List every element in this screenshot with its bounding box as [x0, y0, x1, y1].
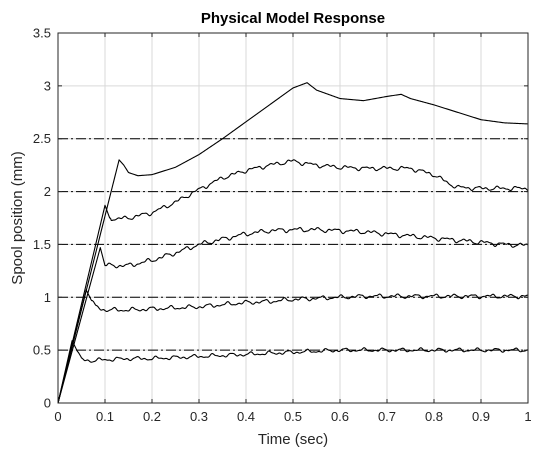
series-line-4	[57, 159, 529, 404]
series-line-5	[57, 82, 529, 404]
chart-title: Physical Model Response	[201, 10, 385, 27]
y-tick-label: 0.5	[33, 343, 51, 358]
y-tick-label: 2	[44, 184, 51, 199]
y-tick-label: 3.5	[33, 26, 51, 41]
x-tick-label: 0.2	[143, 409, 161, 424]
y-axis-label: Spool position (mm)	[9, 151, 26, 284]
series-line-1	[57, 340, 529, 404]
x-tick-label: 0.7	[378, 409, 396, 424]
y-tick-label: 0	[44, 396, 51, 411]
y-tick-label: 2.5	[33, 131, 51, 146]
x-tick-label: 0.5	[284, 409, 302, 424]
y-tick-label: 1.5	[33, 237, 51, 252]
ticks: 0 0.1 0.2 0.3 0.4 0.5 0.6 0.7 0.8 0.9 1 0 0.5 1 1.5 2 2.…	[33, 26, 532, 425]
y-tick-label: 3	[44, 78, 51, 93]
x-tick-label: 0.1	[96, 409, 114, 424]
x-axis-label: Time (sec)	[258, 431, 328, 448]
series-group	[57, 82, 529, 404]
series-line-3	[57, 226, 529, 404]
x-tick-label: 1	[524, 409, 531, 424]
x-tick-label: 0.6	[331, 409, 349, 424]
x-tick-label: 0.8	[425, 409, 443, 424]
y-tick-label: 1	[44, 290, 51, 305]
x-tick-label: 0.4	[237, 409, 255, 424]
x-tick-label: 0	[54, 409, 61, 424]
series-line-2	[57, 289, 529, 404]
x-tick-label: 0.9	[472, 409, 490, 424]
x-tick-label: 0.3	[190, 409, 208, 424]
